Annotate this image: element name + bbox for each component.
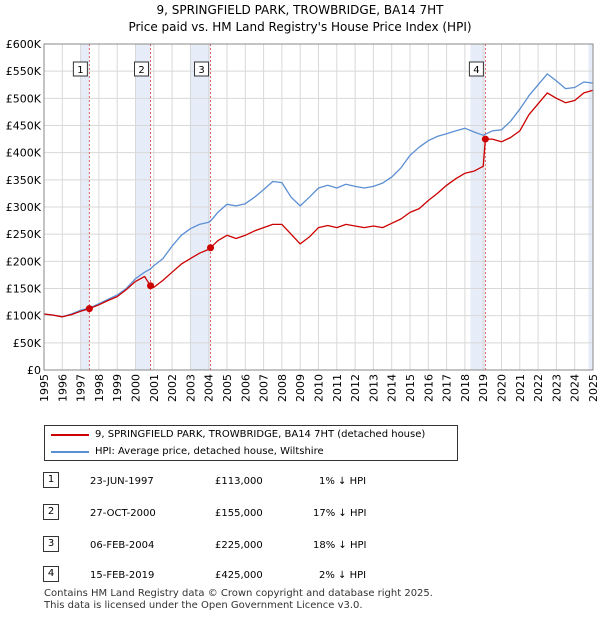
x-tick-label: 1999	[111, 374, 124, 402]
y-tick-label: £0	[27, 364, 41, 377]
transaction-label-box	[72, 61, 88, 77]
transaction-label-box	[468, 61, 484, 77]
x-tick-label: 2000	[130, 374, 143, 402]
x-tick-label: 2014	[386, 374, 399, 402]
x-tick-label: 2018	[459, 374, 472, 402]
x-tick-label: 2017	[441, 374, 454, 402]
x-tick-label: 2008	[276, 374, 289, 402]
y-tick-label: £550K	[6, 65, 42, 78]
x-tick-label: 2022	[532, 374, 545, 402]
sale-number-badge: 3	[43, 536, 59, 552]
x-tick-label: 2009	[294, 374, 307, 402]
price-paid-line	[43, 89, 594, 318]
chart-legend: 9, SPRINGFIELD PARK, TROWBRIDGE, BA14 7H…	[44, 425, 458, 461]
x-tick-label: 2021	[514, 374, 527, 402]
y-tick-label: £50K	[13, 337, 42, 350]
footer-attribution: Contains HM Land Registry data © Crown c…	[44, 588, 433, 612]
sale-hpi-diff: 1% ↓ HPI	[319, 476, 367, 487]
x-tick-label: 2012	[349, 374, 362, 402]
footer-line: This data is licensed under the Open Gov…	[44, 600, 363, 611]
y-tick-label: £450K	[6, 120, 42, 133]
sale-date: 27-OCT-2000	[90, 508, 156, 519]
y-tick-label: £200K	[6, 255, 42, 268]
x-tick-label: 2010	[313, 374, 326, 402]
legend-swatch-hpi	[51, 451, 89, 453]
x-tick-label: 2002	[166, 374, 179, 402]
y-tick-label: £350K	[6, 174, 42, 187]
transaction-label: 2	[138, 65, 144, 76]
x-tick-label: 2006	[239, 374, 252, 402]
chart-subtitle: Price paid vs. HM Land Registry's House …	[128, 20, 472, 34]
sale-row: 1 23-JUN-1997 £113,000 1% ↓ HPI	[0, 472, 600, 492]
sale-hpi-diff: 2% ↓ HPI	[319, 570, 367, 581]
sale-number-badge: 4	[43, 566, 59, 582]
x-tick-label: 1996	[56, 374, 69, 402]
x-tick-label: 1997	[75, 374, 88, 402]
y-tick-label: £150K	[6, 283, 42, 296]
legend-item-price: 9, SPRINGFIELD PARK, TROWBRIDGE, BA14 7H…	[51, 427, 425, 443]
transaction-label-box	[194, 61, 210, 77]
hpi-line	[43, 73, 594, 318]
plot-frame	[43, 43, 594, 371]
transaction-label: 3	[198, 65, 204, 76]
sale-date: 15-FEB-2019	[90, 570, 155, 581]
x-tick-label: 2001	[148, 374, 161, 402]
y-tick-label: £600K	[6, 38, 42, 51]
x-tick-label: 2005	[221, 374, 234, 402]
x-tick-label: 1998	[93, 374, 106, 402]
x-tick-label: 2023	[550, 374, 563, 402]
y-tick-label: £300K	[6, 201, 42, 214]
x-tick-label: 2016	[422, 374, 435, 402]
price-chart: 1 2 3 4 £0 £50K £100K £150K £200K £250K £300K £350…	[6, 38, 600, 402]
legend-item-hpi: HPI: Average price, detached house, Wilt…	[51, 444, 324, 460]
x-tick-label: 2024	[569, 374, 582, 402]
transaction-marker	[207, 244, 215, 252]
sale-row: 2 27-OCT-2000 £155,000 17% ↓ HPI	[0, 504, 600, 524]
transaction-marker	[85, 305, 93, 313]
sale-price: £425,000	[215, 570, 263, 581]
y-tick-label: £400K	[6, 147, 42, 160]
sale-number-badge: 1	[43, 472, 59, 488]
x-tick-label: 2019	[477, 374, 490, 402]
sale-row: 3 06-FEB-2004 £225,000 18% ↓ HPI	[0, 536, 600, 556]
y-tick-label: £250K	[6, 228, 42, 241]
x-tick-label: 2013	[367, 374, 380, 402]
sale-date: 23-JUN-1997	[90, 476, 154, 487]
transaction-label: 1	[77, 65, 83, 76]
legend-swatch-price	[51, 434, 89, 436]
chart-title: 9, SPRINGFIELD PARK, TROWBRIDGE, BA14 7H…	[156, 3, 444, 17]
sale-row: 4 15-FEB-2019 £425,000 2% ↓ HPI	[0, 566, 600, 586]
sale-price: £225,000	[215, 540, 263, 551]
sale-price: £113,000	[215, 476, 263, 487]
transaction-marker	[481, 135, 489, 143]
x-tick-label: 2020	[496, 374, 509, 402]
sale-hpi-diff: 18% ↓ HPI	[313, 540, 367, 551]
sale-price: £155,000	[215, 508, 263, 519]
transaction-label-box	[134, 61, 150, 77]
x-tick-label: 2015	[404, 374, 417, 402]
sale-date: 06-FEB-2004	[90, 540, 155, 551]
legend-label-hpi: HPI: Average price, detached house, Wilt…	[95, 446, 324, 457]
y-tick-label: £500K	[6, 92, 42, 105]
x-tick-label: 2007	[258, 374, 271, 402]
transaction-label: 4	[473, 65, 479, 76]
x-tick-label: 2011	[331, 374, 344, 402]
x-tick-label: 1995	[38, 374, 51, 402]
x-tick-label: 2003	[184, 374, 197, 402]
x-tick-label: 2025	[587, 374, 600, 402]
sale-hpi-diff: 17% ↓ HPI	[313, 508, 367, 519]
transaction-marker	[147, 282, 155, 290]
y-tick-label: £100K	[6, 310, 42, 323]
x-tick-label: 2004	[203, 374, 216, 402]
sale-number-badge: 2	[43, 504, 59, 520]
footer-line: Contains HM Land Registry data © Crown c…	[44, 588, 433, 599]
legend-label-price: 9, SPRINGFIELD PARK, TROWBRIDGE, BA14 7H…	[95, 429, 426, 440]
